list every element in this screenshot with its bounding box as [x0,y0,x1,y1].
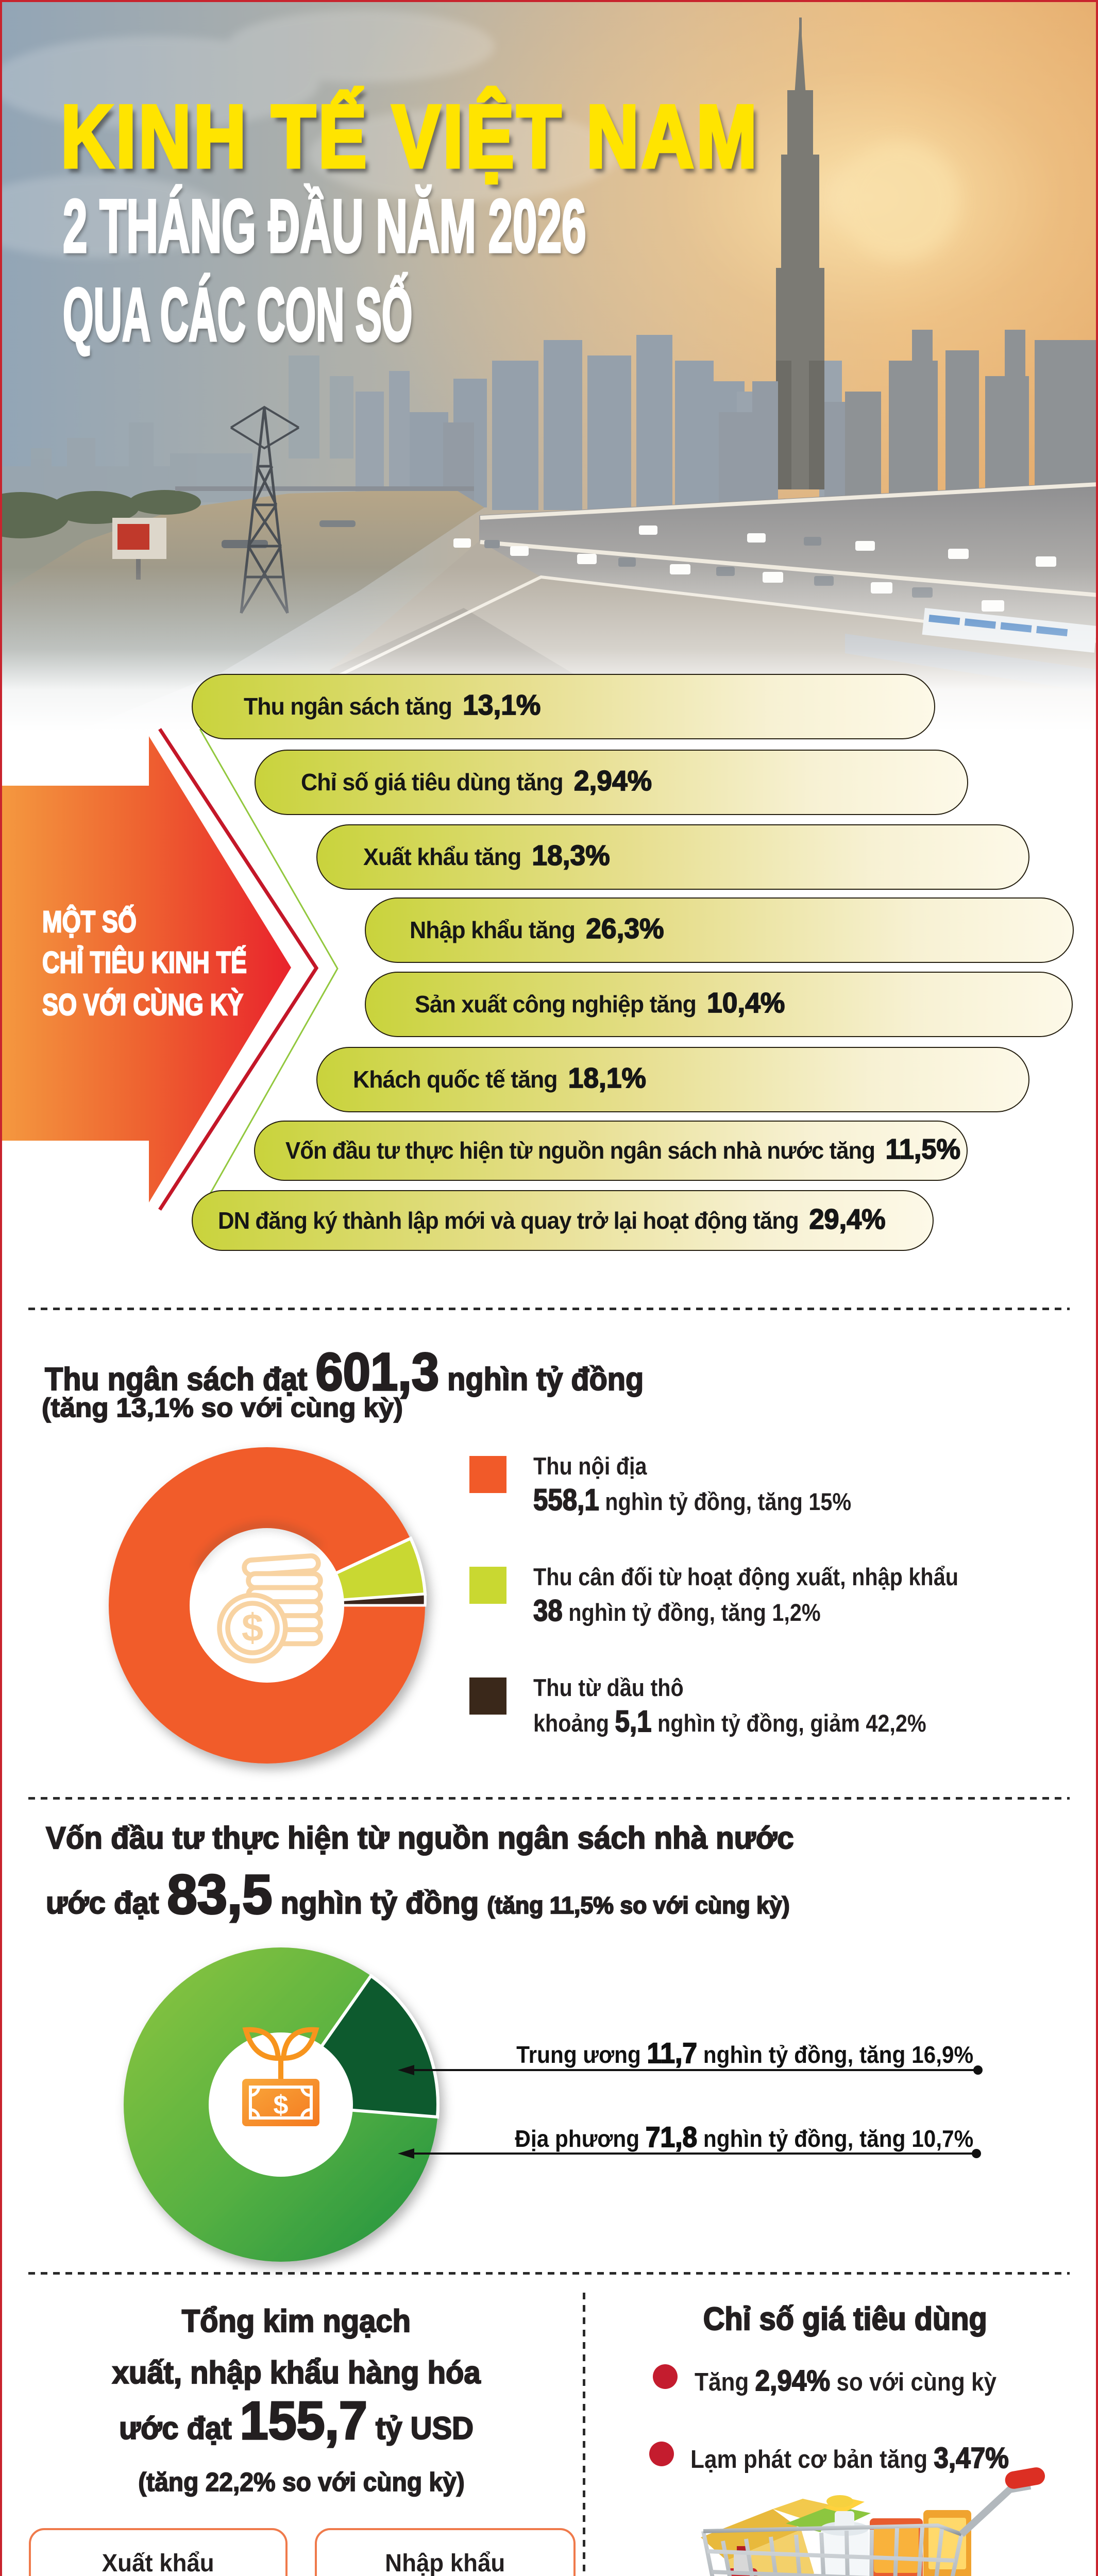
svg-text:$: $ [274,2090,289,2120]
svg-text:$: $ [242,1606,263,1650]
